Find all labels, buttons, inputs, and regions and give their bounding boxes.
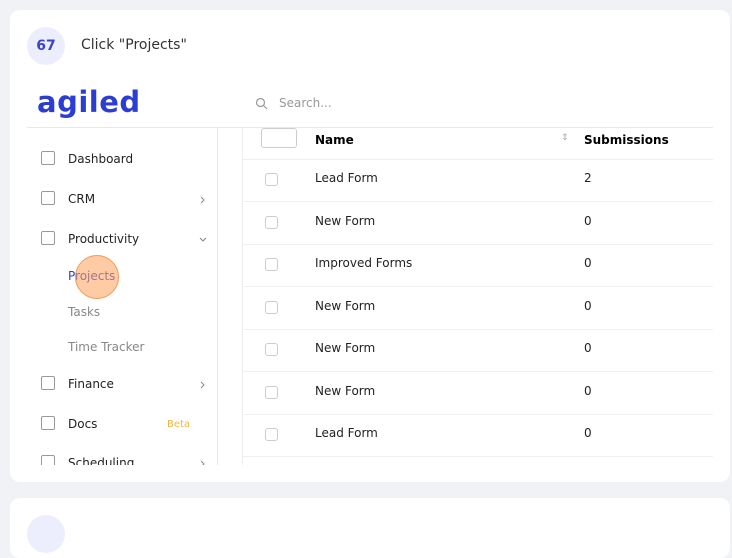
- column-header[interactable]: Name: [315, 133, 354, 147]
- divider: [27, 127, 713, 128]
- chevron: [200, 460, 205, 465]
- sidebar-icon: [41, 376, 55, 390]
- table-row[interactable]: New Form 0: [243, 202, 713, 245]
- form-name: Lead Form: [315, 171, 378, 185]
- row-checkbox[interactable]: [265, 385, 278, 399]
- next-badge: [27, 515, 65, 553]
- sidebar-icon: [41, 455, 55, 465]
- step-number: 67: [27, 27, 65, 65]
- sidebar-item[interactable]: Finance: [68, 377, 114, 391]
- beta-badge: Beta: [167, 419, 191, 430]
- row-checkbox[interactable]: [265, 173, 278, 186]
- submissions: 0: [584, 383, 592, 398]
- sidebar-item[interactable]: Scheduling: [68, 456, 135, 465]
- select-all[interactable]: [261, 128, 297, 148]
- search-icon: [255, 97, 268, 110]
- form-name: Lead Form: [315, 426, 378, 440]
- form-name: New Form: [315, 213, 376, 228]
- row-checkbox[interactable]: [265, 343, 278, 356]
- sidebar-border: [217, 128, 218, 465]
- table-row[interactable]: Improved Forms 0: [243, 244, 713, 287]
- submissions: 0: [584, 298, 592, 313]
- submissions: 2: [584, 171, 592, 185]
- submissions: 0: [584, 256, 592, 270]
- submissions: 0: [584, 341, 592, 355]
- row-checkbox[interactable]: [265, 300, 278, 314]
- screenshot: agiled Search... Dashboard CRM Productivit…: [27, 83, 713, 465]
- row-checkbox[interactable]: [265, 258, 278, 271]
- sidebar-icon: [41, 231, 55, 245]
- sidebar-item[interactable]: Tasks: [68, 305, 101, 319]
- table-row[interactable]: New Form 0: [243, 329, 713, 372]
- sidebar-icon: [41, 191, 55, 205]
- sidebar-item[interactable]: Time Tracker: [68, 340, 145, 354]
- sidebar-icon: [41, 151, 55, 165]
- row-checkbox[interactable]: [265, 215, 278, 229]
- form-name: New Form: [315, 298, 376, 313]
- form-name: New Form: [315, 383, 376, 398]
- row-checkbox[interactable]: [265, 428, 278, 441]
- logo: agiled: [37, 85, 141, 119]
- click-highlight: [75, 255, 119, 299]
- search-input[interactable]: Search...: [279, 96, 332, 110]
- sidebar-icon: [41, 416, 55, 430]
- chevron: [200, 381, 205, 389]
- chevron: [200, 196, 205, 204]
- sidebar-item[interactable]: CRM: [68, 192, 96, 206]
- sidebar-item[interactable]: Productivity: [68, 232, 140, 246]
- form-name: New Form: [315, 341, 376, 355]
- table-row[interactable]: Lead Form 0: [243, 414, 713, 457]
- submissions: 0: [584, 426, 592, 440]
- form-name: Improved Forms: [315, 256, 413, 270]
- table-row[interactable]: Lead Form 2: [243, 159, 713, 202]
- column-header[interactable]: Submissions: [584, 133, 669, 147]
- table-row[interactable]: New Form 0: [243, 372, 713, 415]
- table-row[interactable]: New Form 0: [243, 287, 713, 330]
- chevron: [199, 237, 207, 242]
- sidebar-item[interactable]: Docs: [68, 417, 98, 431]
- sidebar-item[interactable]: Dashboard: [68, 152, 134, 166]
- table-header: Name ⇕ Submissions: [243, 128, 713, 160]
- sort-icon[interactable]: ⇕: [561, 133, 569, 143]
- submissions: 0: [584, 213, 592, 228]
- table-border: [242, 128, 243, 465]
- instruction: Click "Projects": [81, 37, 187, 53]
- page: 67 Click "Projects" agiled Search... Das…: [10, 10, 730, 558]
- next-card: [10, 498, 730, 558]
